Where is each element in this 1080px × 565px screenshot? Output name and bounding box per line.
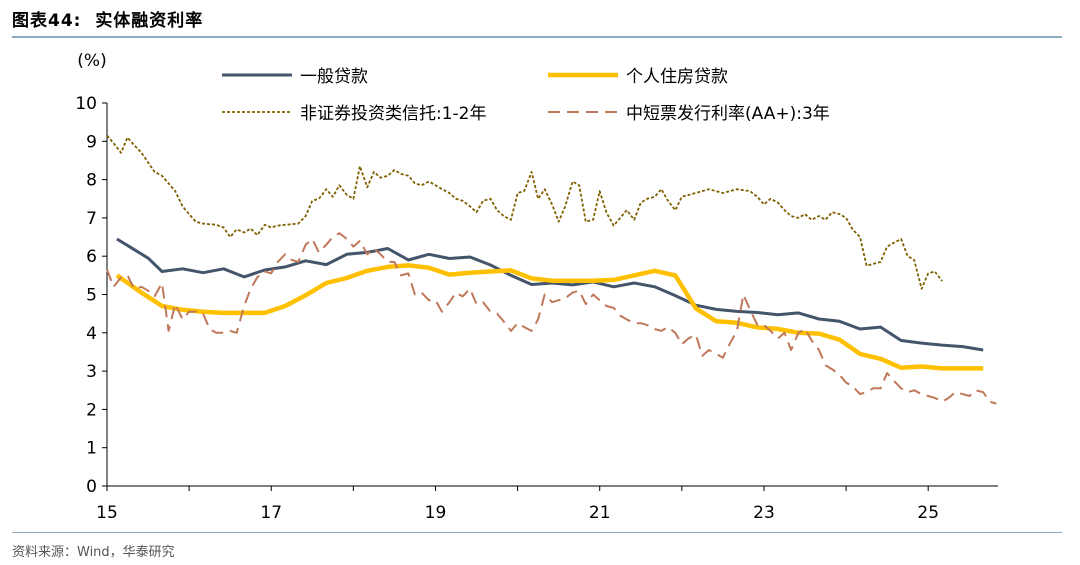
- y-tick-label: 9: [86, 132, 97, 152]
- y-tick-label: 8: [86, 171, 97, 191]
- source-note: 资料来源：Wind，华泰研究: [12, 545, 175, 560]
- y-tick-label: 3: [86, 362, 97, 382]
- x-tick-label: 15: [96, 503, 118, 523]
- header-rule: [12, 36, 1062, 38]
- y-tick-label: 4: [86, 324, 97, 344]
- legend-label-mtn: 中短票发行利率(AA+):3年: [626, 104, 830, 124]
- legend-item-nonstandard: 非证券投资类信托:1-2年: [222, 104, 487, 124]
- legend-item-general-loan: 一般贷款: [222, 67, 368, 87]
- x-tick-label: 23: [753, 503, 775, 523]
- y-tick-label: 0: [86, 477, 97, 497]
- figure-title: 图表44: 实体融资利率: [12, 6, 203, 31]
- y-tick-label: 5: [86, 286, 97, 306]
- legend-item-housing-loan: 个人住房贷款: [548, 67, 728, 87]
- x-tick-label: 25: [917, 503, 939, 523]
- y-tick-label: 10: [75, 94, 97, 114]
- legend-label-general-loan: 一般贷款: [300, 67, 368, 87]
- x-tick-label: 19: [425, 503, 447, 523]
- y-tick-label: 7: [86, 209, 97, 229]
- legend-label-housing-loan: 个人住房贷款: [626, 67, 728, 87]
- figure-label: 图表44:: [12, 11, 82, 31]
- series-line-housing-loan: [115, 263, 984, 371]
- chart-title: 实体融资利率: [95, 11, 204, 31]
- y-tick-label: 2: [86, 400, 97, 420]
- x-tick-label: 21: [589, 503, 611, 523]
- legend-item-mtn: 中短票发行利率(AA+):3年: [548, 104, 830, 124]
- footer-rule: [12, 532, 1062, 533]
- legend-label-nonstandard: 非证券投资类信托:1-2年: [300, 104, 487, 124]
- series-line-mtn: [106, 232, 997, 405]
- series-line-general-loan: [116, 237, 984, 352]
- y-axis-unit: (%): [77, 51, 106, 71]
- y-tick-label: 1: [86, 439, 97, 459]
- series-line-nonstandard: [106, 135, 943, 290]
- y-axis: 0 1 2 3 4 5 6 7 8 9 10: [75, 94, 107, 497]
- y-tick-label: 6: [86, 247, 97, 267]
- legend: 一般贷款 个人住房贷款 非证券投资类信托:1-2年 中短票发行利率(AA+):3…: [222, 67, 830, 124]
- series-layer: [106, 135, 997, 405]
- x-axis: 15 17 19 21 23 25: [96, 486, 939, 523]
- x-tick-label: 17: [260, 503, 282, 523]
